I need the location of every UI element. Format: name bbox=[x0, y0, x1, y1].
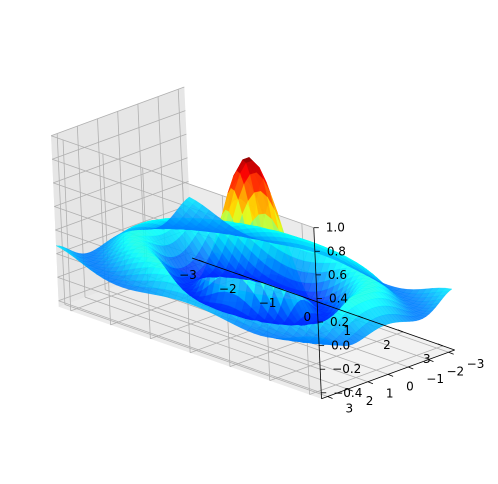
x-tick-label: 2 bbox=[383, 338, 391, 352]
z-tick-label: 0.6 bbox=[328, 268, 347, 282]
grid-y-wall bbox=[76, 126, 86, 298]
y-tick bbox=[428, 359, 434, 362]
x-tick bbox=[358, 315, 364, 319]
y-tick-label: −1 bbox=[426, 372, 444, 386]
x-tick bbox=[238, 273, 244, 277]
z-tick-label: 0.8 bbox=[327, 244, 346, 258]
z-tick-label: −0.2 bbox=[332, 362, 361, 376]
grid-z-wall-y bbox=[50, 86, 185, 137]
y-tick bbox=[327, 396, 333, 399]
x-tick-label: 0 bbox=[304, 310, 312, 324]
x-tick-label: −3 bbox=[179, 268, 197, 282]
y-tick-label: 0 bbox=[406, 379, 414, 393]
z-tick-label: −0.4 bbox=[333, 386, 362, 400]
grid-z-wall-y bbox=[55, 180, 189, 231]
surface-facet bbox=[441, 287, 453, 292]
grid-z-wall-x bbox=[58, 300, 322, 394]
grid-y-floor bbox=[64, 304, 328, 397]
grid-z-wall-y bbox=[53, 133, 187, 184]
y-tick bbox=[387, 373, 394, 377]
x-tick bbox=[278, 287, 284, 291]
surface-mesh bbox=[55, 157, 453, 346]
z-tick-label: 0.0 bbox=[331, 339, 350, 353]
y-tick-label: 3 bbox=[346, 401, 354, 415]
y-tick-label: 2 bbox=[366, 394, 374, 408]
z-tick-label: 0.2 bbox=[330, 315, 349, 329]
z-axis-line bbox=[313, 227, 322, 399]
y-tick bbox=[367, 381, 374, 385]
grid-z-wall-y bbox=[54, 157, 188, 207]
x-tick-label: −2 bbox=[219, 282, 237, 296]
grid-x-wall bbox=[102, 153, 111, 325]
x-tick bbox=[318, 301, 324, 305]
x-tick-label: −1 bbox=[259, 296, 277, 310]
z-tick-label: 1.0 bbox=[326, 221, 345, 235]
grid-y-floor bbox=[105, 289, 369, 383]
tick-marks bbox=[191, 227, 455, 400]
x-tick bbox=[437, 343, 443, 347]
y-tick-label: 1 bbox=[386, 387, 394, 401]
z-tick-label: 0.4 bbox=[329, 291, 348, 305]
y-tick-label: −2 bbox=[446, 365, 464, 379]
grid-y-wall bbox=[56, 133, 66, 305]
x-tick-label: 1 bbox=[343, 324, 351, 338]
grid-x-wall bbox=[62, 139, 72, 311]
y-tick bbox=[448, 351, 454, 355]
z-tick-labels: −0.4 −0.2 0.0 0.2 0.4 0.6 0.8 1.0 bbox=[326, 221, 363, 400]
x-tick bbox=[397, 329, 404, 333]
x-tick-label: 3 bbox=[423, 352, 431, 366]
y-tick bbox=[408, 366, 414, 370]
x-tick-labels: −3 −2 −1 0 1 2 3 bbox=[179, 268, 430, 366]
y-tick-label: −3 bbox=[467, 357, 485, 371]
grid-z-wall-y bbox=[56, 204, 190, 255]
grid-y-floor bbox=[84, 296, 348, 390]
grid-z-wall-y bbox=[52, 110, 186, 160]
y-tick bbox=[347, 388, 353, 392]
grid-z-wall-x bbox=[57, 276, 321, 370]
x-tick bbox=[198, 259, 205, 263]
